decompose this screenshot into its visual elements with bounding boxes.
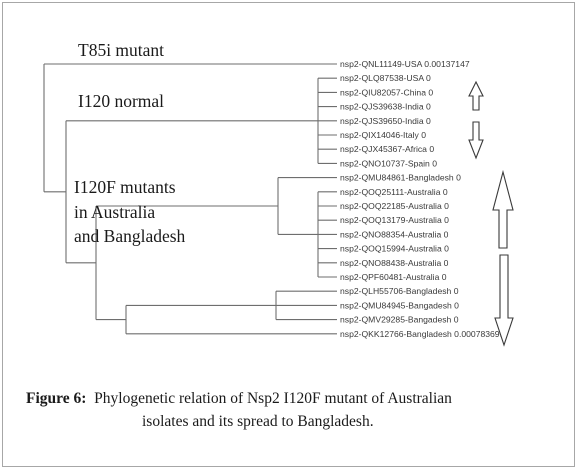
caption-line2: isolates and its spread to Bangladesh. (142, 413, 374, 430)
leaf-label: nsp2-QPF60481-Australia 0 (340, 272, 447, 282)
leaf-label: nsp2-QMV29285-Bangadesh 0 (340, 315, 459, 325)
leaf-label: nsp2-QNL11149-USA 0.00137147 (340, 59, 470, 69)
group-label-i120-normal: I120 normal (78, 91, 164, 111)
leaf-label: nsp2-QIX14046-Italy 0 (340, 130, 426, 140)
leaf-labels: nsp2-QNL11149-USA 0.00137147 nsp2-QLQ8753… (340, 59, 505, 339)
leaf-label: nsp2-QLH55706-Bangladesh 0 (340, 286, 459, 296)
leaf-label: nsp2-QKK12766-Bangladesh 0.000783699 (340, 329, 505, 339)
leaf-label: nsp2-QOQ15994-Australia 0 (340, 244, 449, 254)
group-label-i120f-line1: I120F mutants (74, 177, 176, 197)
leaf-label: nsp2-QMU84861-Bangladesh 0 (340, 173, 461, 183)
leaf-label: nsp2-QNO88354-Australia 0 (340, 229, 449, 239)
leaf-label: nsp2-QNO10737-Spain 0 (340, 158, 437, 168)
phylogenetic-tree: nsp2-QNL11149-USA 0.00137147 nsp2-QLQ8753… (43, 40, 514, 347)
group-label-i120f-line3: and Bangladesh (74, 226, 186, 246)
group-labels: T85i mutant I120 normal I120F mutants in… (74, 40, 186, 246)
caption-label: Figure 6: (26, 390, 87, 407)
small-down-arrow-icon (468, 121, 484, 160)
leaf-label: nsp2-QJX45367-Africa 0 (340, 144, 434, 154)
leaf-label: nsp2-QOQ22185-Australia 0 (340, 201, 449, 211)
small-up-arrow-icon (468, 80, 484, 111)
leaf-label: nsp2-QIU82057-China 0 (340, 87, 433, 97)
arrows (468, 80, 514, 347)
leaf-label: nsp2-QMU84945-Bangadesh 0 (340, 300, 459, 310)
leaf-label: nsp2-QJS39638-India 0 (340, 102, 431, 112)
large-up-arrow-icon (492, 169, 514, 249)
leaf-label: nsp2-QOQ25111-Australia 0 (340, 187, 448, 197)
leaf-label: nsp2-QOQ13179-Australia 0 (340, 215, 449, 225)
leaf-label: nsp2-QLQ87538-USA 0 (340, 73, 431, 83)
caption-line1: Phylogenetic relation of Nsp2 I120F muta… (94, 390, 452, 407)
large-down-arrow-icon (494, 254, 514, 347)
group-label-t85i: T85i mutant (78, 40, 164, 60)
leaf-label: nsp2-QJS39650-India 0 (340, 116, 431, 126)
leaf-label: nsp2-QNO88438-Australia 0 (340, 258, 449, 268)
tree-branches (43, 63, 337, 335)
group-label-i120f-line2: in Australia (74, 202, 155, 222)
